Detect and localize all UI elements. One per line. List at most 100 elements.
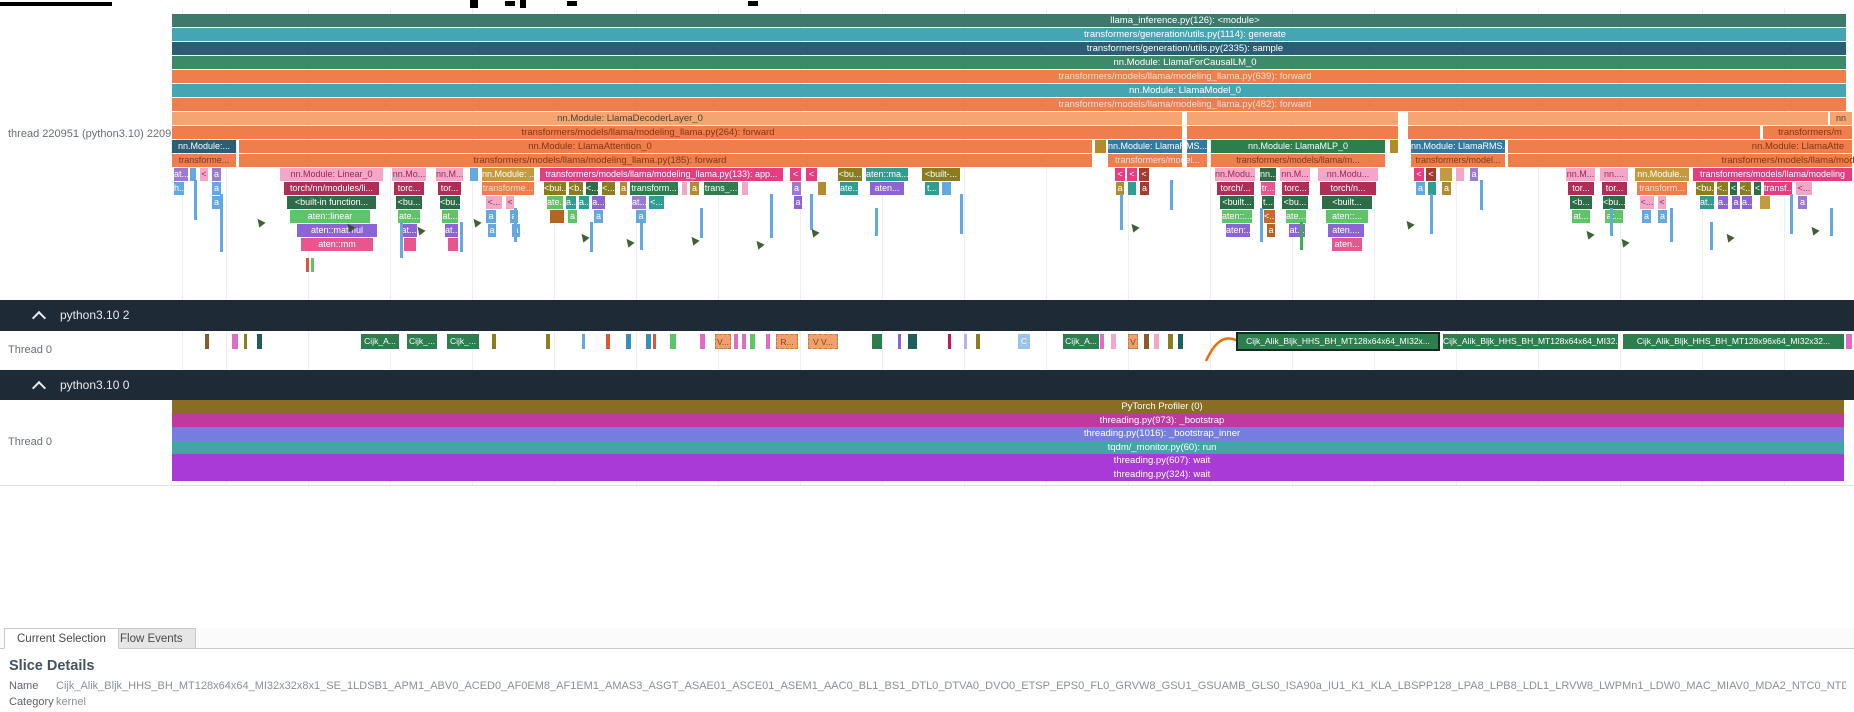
stack-slice[interactable]	[172, 467, 1844, 481]
flame-slice[interactable]: <built-...	[922, 168, 960, 181]
kernel-slice[interactable]: Cijk_A...	[361, 334, 399, 349]
flame-slice[interactable]: trans_...	[704, 182, 738, 195]
flame-slice[interactable]	[172, 28, 1846, 41]
flame-slice[interactable]: <	[1426, 168, 1436, 181]
flame-slice[interactable]: torch/nn/modules/li...	[284, 182, 379, 195]
kernel-slice[interactable]	[646, 334, 651, 349]
flame-slice[interactable]: <...	[1640, 196, 1654, 209]
flame-slice[interactable]: <	[1414, 168, 1424, 181]
kernel-slice[interactable]	[872, 334, 882, 349]
flame-slice[interactable]: <	[1730, 182, 1737, 195]
flame-slice[interactable]: nn.Mo...	[392, 168, 426, 181]
flame-slice[interactable]: <...	[649, 196, 664, 209]
stack-chart[interactable]: PyTorch Profiler (0) threading.py(973): _…	[170, 400, 1854, 485]
flame-slice[interactable]	[172, 42, 1846, 55]
flame-slice[interactable]: torch/n...	[1320, 182, 1376, 195]
flame-slice[interactable]: transform...	[630, 182, 678, 195]
flame-slice[interactable]: a	[486, 210, 496, 223]
kernel-slice[interactable]	[908, 334, 917, 349]
kernel-slice[interactable]	[244, 334, 247, 349]
flame-slice[interactable]: tor...	[1568, 182, 1594, 195]
flame-slice[interactable]: tr...	[1261, 182, 1275, 195]
flame-slice[interactable]: <	[1658, 196, 1666, 209]
stack-slice[interactable]	[172, 440, 1844, 454]
flame-slice[interactable]	[1390, 140, 1398, 153]
flame-slice[interactable]: a	[1732, 196, 1740, 209]
flame-slice[interactable]	[172, 70, 1846, 83]
flame-slice[interactable]: a	[1442, 182, 1451, 195]
kernel-slice[interactable]	[1178, 334, 1183, 349]
flame-slice[interactable]: nn.Module:...	[171, 139, 237, 154]
flame-slice[interactable]	[1456, 168, 1464, 181]
flame-slice[interactable]	[172, 84, 1846, 97]
flame-slice[interactable]: nn.M...	[1280, 168, 1310, 181]
flame-slice[interactable]: a	[1798, 196, 1807, 209]
flame-slice[interactable]: <	[790, 168, 801, 181]
flame-slice[interactable]: <bu...	[838, 168, 862, 181]
flame-slice[interactable]: <...	[1796, 182, 1812, 195]
flame-slice[interactable]	[550, 210, 564, 223]
flame-slice[interactable]: tor...	[438, 182, 461, 195]
kernel-slice[interactable]	[898, 334, 901, 349]
flame-slice[interactable]: transformers/models/llama/m...	[1211, 154, 1385, 167]
flame-slice[interactable]: <...	[1717, 182, 1728, 195]
section-header-python2[interactable]: python3.10 2	[0, 300, 1854, 331]
kernel-slice[interactable]: V...	[715, 334, 731, 349]
kernel-slice[interactable]	[1111, 334, 1116, 349]
flame-slice[interactable]: a	[1642, 210, 1651, 223]
flame-slice[interactable]: <	[1754, 182, 1761, 195]
kernel-slice[interactable]	[948, 334, 951, 349]
kernel-slice[interactable]: Cijk_...	[447, 334, 479, 349]
flame-slice[interactable]: <bu...	[1282, 196, 1308, 209]
kernel-slice[interactable]	[205, 334, 209, 349]
flame-slice[interactable]	[1508, 154, 1852, 167]
kernel-slice[interactable]	[976, 334, 980, 349]
flame-slice[interactable]: <	[506, 196, 514, 209]
flame-slice[interactable]: <built...	[1322, 196, 1372, 209]
flame-slice[interactable]: nn.Module: ...	[482, 168, 534, 181]
flame-slice[interactable]: nn.M...	[1566, 168, 1595, 181]
flame-slice[interactable]: torch/...	[1217, 182, 1254, 195]
flame-slice[interactable]	[172, 14, 1846, 27]
flame-slice[interactable]	[818, 182, 826, 195]
flame-slice[interactable]: torc...	[1282, 182, 1309, 195]
flame-slice[interactable]: aten::linear	[290, 210, 370, 223]
flame-slice[interactable]: <bu...	[440, 196, 460, 209]
kernel-slice[interactable]	[257, 334, 262, 349]
flame-slice[interactable]: <...	[1740, 182, 1751, 195]
flame-slice[interactable]	[1508, 140, 1852, 153]
kernel-slice[interactable]	[1144, 334, 1149, 349]
kernel-slice[interactable]	[750, 334, 755, 349]
flame-slice[interactable]: aten::...	[1222, 210, 1252, 223]
flame-slice[interactable]: transformers/model...	[1411, 154, 1505, 167]
flame-slice[interactable]	[448, 238, 458, 251]
flame-slice[interactable]	[172, 126, 1760, 139]
flame-slice[interactable]: nn...	[1260, 168, 1276, 181]
kernel-slice[interactable]	[1168, 334, 1173, 349]
flame-slice[interactable]	[470, 168, 478, 181]
flame-slice[interactable]: <bu...	[396, 196, 422, 209]
flame-slice[interactable]: aten...	[870, 182, 904, 195]
flame-slice[interactable]: aten...	[1332, 238, 1362, 251]
flame-slice[interactable]: <bu...	[1696, 182, 1714, 195]
flame-slice[interactable]: <built-in function...	[287, 196, 376, 209]
flame-slice[interactable]	[682, 182, 687, 195]
flame-slice[interactable]	[742, 182, 748, 195]
flame-slice[interactable]: nn.Module: LlamaRMS...	[1411, 140, 1505, 153]
flame-slice[interactable]: a	[690, 182, 699, 195]
flame-slice[interactable]: at...	[442, 210, 458, 223]
flame-slice[interactable]: a...	[592, 196, 605, 209]
flame-slice[interactable]: tor...	[1602, 182, 1627, 195]
flame-slice[interactable]: <	[1139, 168, 1149, 181]
flame-slice[interactable]	[942, 182, 951, 195]
flame-slice[interactable]: <...	[586, 182, 598, 195]
flame-slice[interactable]: <...	[602, 182, 615, 195]
flame-slice[interactable]: nn.Module: LlamaRMS...	[1108, 140, 1207, 153]
flame-slice[interactable]: ate...	[398, 210, 420, 223]
flame-slice[interactable]: transformers/model...	[1108, 154, 1207, 167]
flame-slice[interactable]: a...	[1742, 196, 1752, 209]
flame-slice[interactable]: transforme...	[482, 182, 534, 195]
flame-slice[interactable]: <	[806, 168, 817, 181]
flame-slice[interactable]: aten::matmul	[297, 224, 377, 237]
kernel-slice[interactable]: Cijk_Alik_Bljk_HHS_BH_MT128x96x64_MI32x3…	[1623, 334, 1844, 349]
